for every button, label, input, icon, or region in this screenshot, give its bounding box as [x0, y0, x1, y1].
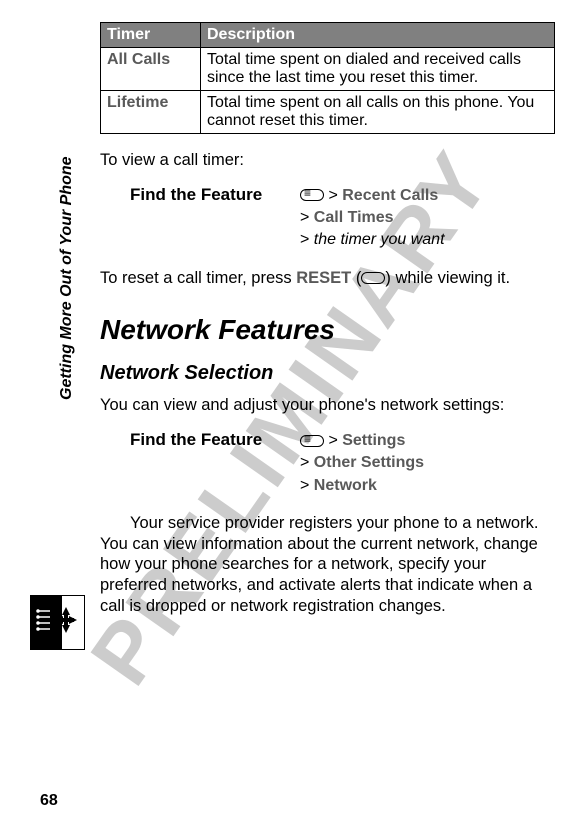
nav-path-network: > Settings > Other Settings > Network — [300, 430, 424, 497]
menu-other-settings: Other Settings — [314, 454, 424, 471]
timer-name-cell: All Calls — [101, 48, 201, 91]
heading-network-selection: Network Selection — [100, 362, 555, 385]
table-row: Lifetime Total time spent on all calls o… — [101, 91, 555, 134]
timer-table: Timer Description All Calls Total time s… — [100, 22, 555, 134]
menu-call-times: Call Times — [314, 209, 394, 226]
table-row: All Calls Total time spent on dialed and… — [101, 48, 555, 91]
reset-key-label: RESET — [296, 269, 351, 287]
network-intro-text: You can view and adjust your phone's net… — [100, 395, 555, 416]
network-section-icon — [30, 595, 85, 650]
reset-mid: ( — [351, 269, 361, 287]
menu-key-icon — [300, 189, 324, 201]
table-header-description: Description — [201, 23, 555, 48]
page-number: 68 — [40, 792, 58, 810]
menu-settings: Settings — [342, 432, 405, 449]
heading-network-features: Network Features — [100, 314, 555, 346]
side-chapter-label: Getting More Out of Your Phone — [58, 156, 76, 400]
softkey-icon — [361, 272, 385, 284]
table-header-timer: Timer — [101, 23, 201, 48]
find-feature-label: Find the Feature — [100, 185, 300, 252]
reset-prefix: To reset a call timer, press — [100, 269, 296, 287]
reset-suffix: ) while viewing it. — [385, 269, 510, 287]
menu-timer-you-want: the timer you want — [314, 231, 445, 248]
view-timer-intro: To view a call timer: — [100, 150, 555, 171]
reset-timer-text: To reset a call timer, press RESET ( ) wh… — [100, 268, 555, 289]
timer-desc-cell: Total time spent on all calls on this ph… — [201, 91, 555, 134]
nav-path-call-times: > Recent Calls > Call Times > the timer … — [300, 185, 445, 252]
menu-recent-calls: Recent Calls — [342, 187, 438, 204]
menu-key-icon — [300, 435, 324, 447]
find-feature-label: Find the Feature — [100, 430, 300, 497]
timer-name-cell: Lifetime — [101, 91, 201, 134]
service-provider-text: Your service provider registers your pho… — [100, 513, 555, 616]
menu-network: Network — [314, 477, 377, 494]
timer-desc-cell: Total time spent on dialed and received … — [201, 48, 555, 91]
